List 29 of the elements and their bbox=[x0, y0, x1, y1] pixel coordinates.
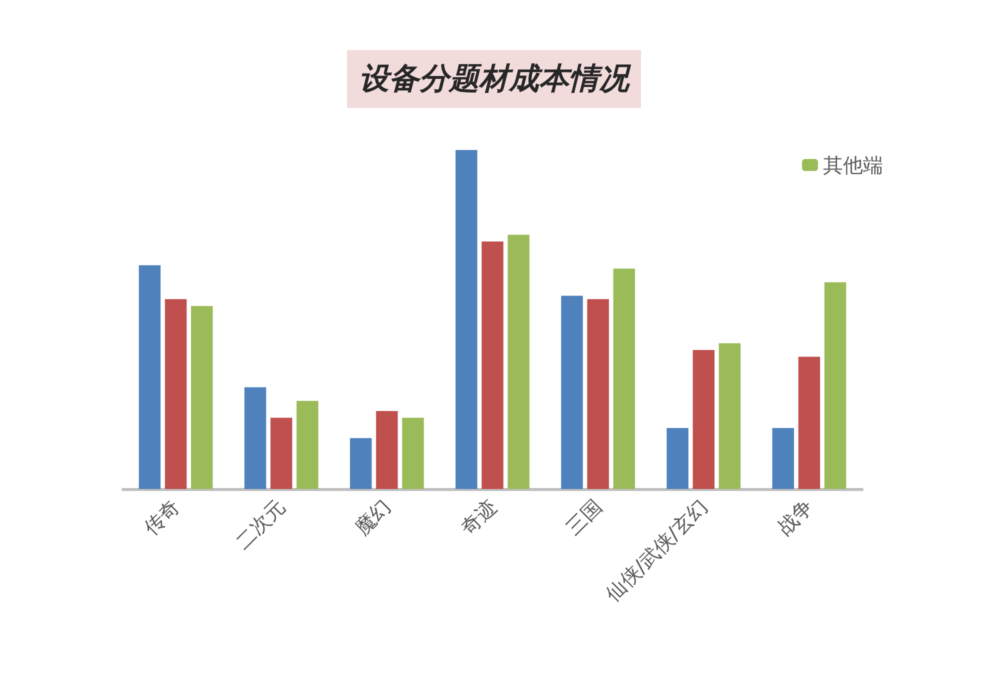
x-tick-label: 魔幻 bbox=[350, 494, 396, 540]
bar bbox=[402, 418, 424, 489]
x-tick-label: 奇迹 bbox=[456, 494, 501, 540]
bar bbox=[296, 400, 318, 489]
bar bbox=[244, 387, 266, 489]
legend-label: 其他端 bbox=[823, 153, 883, 177]
bar bbox=[191, 306, 213, 489]
bar bbox=[824, 282, 846, 489]
bar bbox=[613, 268, 636, 489]
bar bbox=[456, 150, 478, 489]
bar bbox=[138, 265, 161, 489]
bar bbox=[587, 299, 609, 489]
x-tick-label: 二次元 bbox=[230, 494, 290, 554]
x-tick-label: 战争 bbox=[772, 494, 818, 540]
bar bbox=[772, 428, 794, 489]
bar bbox=[482, 242, 504, 489]
bar bbox=[376, 411, 398, 489]
bar bbox=[270, 418, 292, 489]
bar bbox=[164, 299, 187, 489]
bar bbox=[798, 356, 820, 489]
bar bbox=[666, 428, 688, 489]
chart-title: 设备分题材成本情况 bbox=[359, 62, 632, 96]
bar bbox=[508, 234, 530, 489]
bar bbox=[350, 438, 372, 489]
x-tick-label: 三国 bbox=[561, 494, 607, 540]
bar bbox=[718, 343, 741, 489]
bar bbox=[561, 296, 583, 489]
bar bbox=[692, 350, 715, 489]
x-tick-label: 传奇 bbox=[139, 494, 184, 540]
